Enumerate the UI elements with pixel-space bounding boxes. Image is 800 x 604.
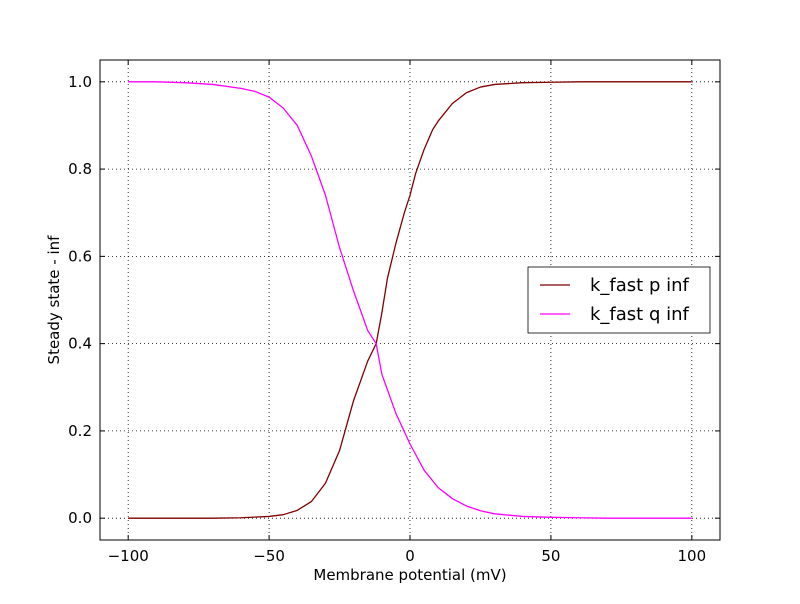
legend-label-1: k_fast p inf	[590, 275, 690, 296]
x-tick-label: 50	[541, 547, 560, 565]
series-line-1	[128, 81, 692, 519]
y-tick-label: 1.0	[68, 73, 92, 91]
x-tick-label: 100	[677, 547, 706, 565]
series-line-2	[128, 81, 692, 519]
x-axis-label: Membrane potential (mV)	[313, 566, 506, 584]
y-tick-label: 0.2	[68, 422, 92, 440]
series-lines	[128, 81, 692, 519]
x-tick-label: 0	[405, 547, 415, 565]
x-tick-label: −100	[108, 547, 149, 565]
x-tick-label: −50	[253, 547, 285, 565]
y-tick-label: 0.8	[68, 160, 92, 178]
y-tick-label: 0.4	[68, 335, 92, 353]
y-axis-label: Steady state - inf	[45, 235, 63, 365]
axis-ticks: −100 −50 0 50 100 0.0 0.2 0.4 0.6 0.8 1.0	[68, 60, 720, 565]
y-tick-label: 0.0	[68, 509, 92, 527]
y-tick-label: 0.6	[68, 247, 92, 265]
plot-frame	[99, 59, 721, 541]
legend: k_fast p inf k_fast q inf	[527, 266, 711, 334]
legend-box	[527, 266, 711, 334]
legend-label-2: k_fast q inf	[590, 304, 690, 325]
